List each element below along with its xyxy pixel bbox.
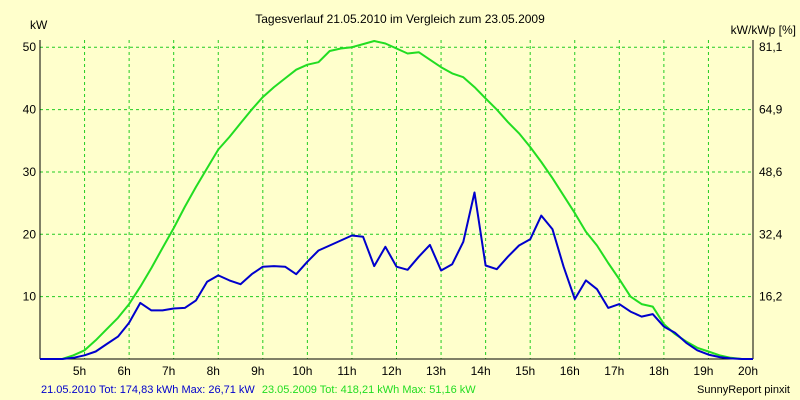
y-tick-label-left-50: 50 <box>23 40 37 54</box>
series-line-1 <box>40 191 753 360</box>
y-tick-label-right-4: 81,1 <box>759 40 783 54</box>
y-tick-label-left-10: 10 <box>23 290 37 304</box>
y-tick-label-right-0: 16,2 <box>759 290 783 304</box>
y-axis-label-right: kW/kWp [%] <box>731 23 796 37</box>
x-tick-label-20h: 20h <box>738 364 758 378</box>
series <box>40 40 753 360</box>
grid <box>40 40 753 359</box>
y-tick-label-right-3: 64,9 <box>759 103 783 117</box>
y-axis-label-left: kW <box>30 18 48 32</box>
y-tick-label-left-40: 40 <box>23 103 37 117</box>
x-tick-label-18h: 18h <box>649 364 669 378</box>
legend-series-2: 23.05.2009 Tot: 418,21 kWh Max: 51,16 kW <box>262 384 476 396</box>
tick-labels: 10 20 30 40 50 16,2 32,4 48,6 64,9 81,1 5h 6h 7h 8h 9h… <box>23 40 783 378</box>
x-tick-label-19h: 19h <box>693 364 713 378</box>
x-tick-label-7h: 7h <box>162 364 175 378</box>
x-tick-label-6h: 6h <box>117 364 130 378</box>
y-tick-label-left-30: 30 <box>23 165 37 179</box>
x-tick-label-9h: 9h <box>251 364 264 378</box>
axes <box>39 40 754 360</box>
x-tick-label-15h: 15h <box>515 364 535 378</box>
x-tick-label-12h: 12h <box>381 364 401 378</box>
y-tick-label-right-1: 32,4 <box>759 227 783 241</box>
y-tick-label-right-2: 48,6 <box>759 165 783 179</box>
footer-credit: SunnyReport pinxit <box>697 384 790 396</box>
x-tick-label-14h: 14h <box>471 364 491 378</box>
y-tick-label-left-20: 20 <box>23 227 37 241</box>
x-tick-label-17h: 17h <box>604 364 624 378</box>
chart-title: Tagesverlauf 21.05.2010 im Vergleich zum… <box>255 12 545 26</box>
x-tick-label-11h: 11h <box>337 364 356 378</box>
x-tick-label-13h: 13h <box>426 364 446 378</box>
legend-series-1: 21.05.2010 Tot: 174,83 kWh Max: 26,71 kW <box>41 384 255 396</box>
x-tick-label-10h: 10h <box>292 364 312 378</box>
x-tick-label-5h: 5h <box>73 364 86 378</box>
x-tick-label-16h: 16h <box>560 364 580 378</box>
series-line-2 <box>40 40 753 360</box>
footer-legend: 21.05.2010 Tot: 174,83 kWh Max: 26,71 kW… <box>41 384 476 396</box>
x-tick-label-8h: 8h <box>207 364 220 378</box>
